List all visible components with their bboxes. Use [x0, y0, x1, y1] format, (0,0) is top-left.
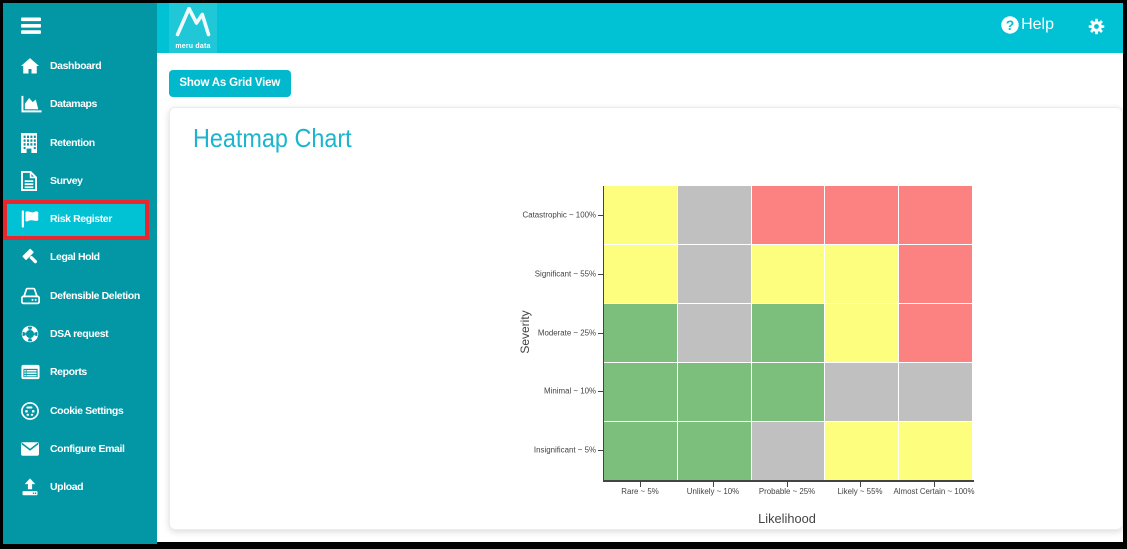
svg-text:?: ?	[1006, 16, 1015, 32]
